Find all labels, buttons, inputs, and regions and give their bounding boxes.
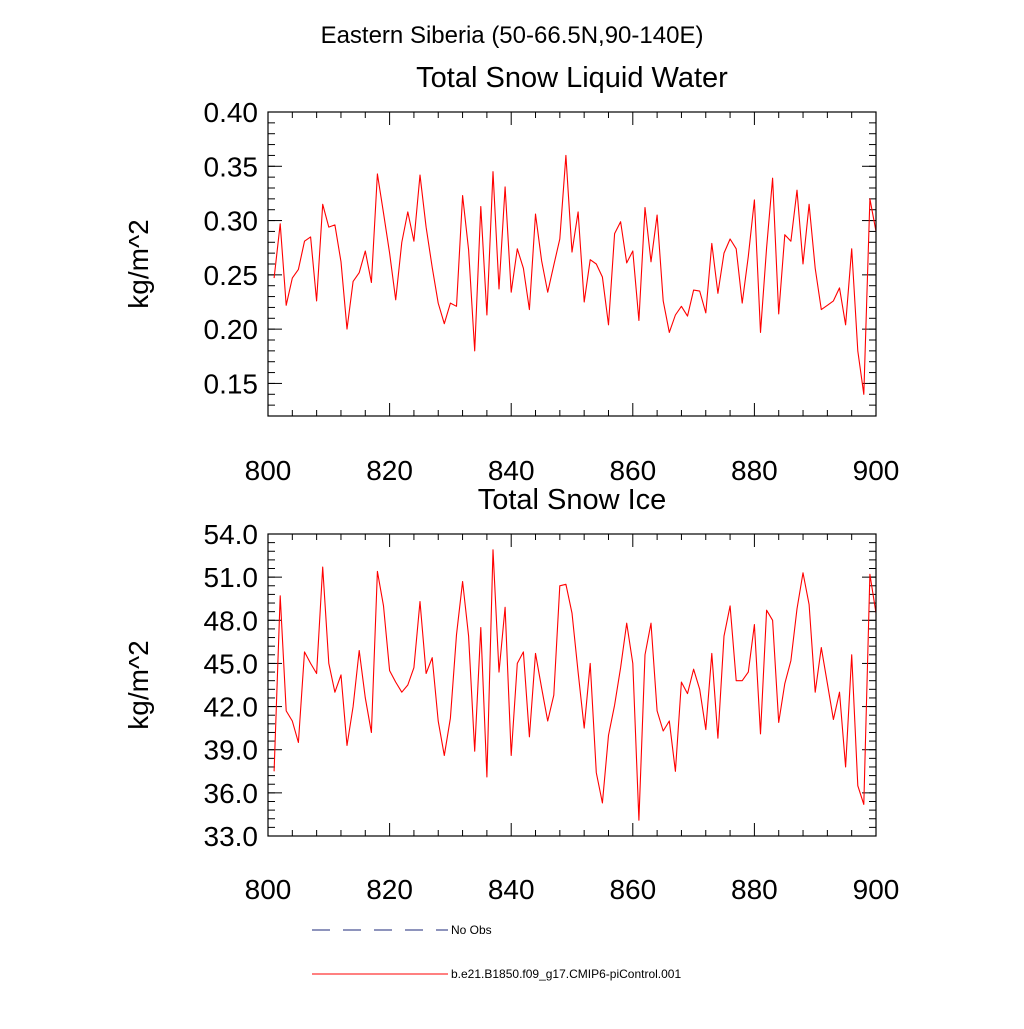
- x-tick-label: 860: [609, 455, 656, 486]
- y-axis-label: kg/m^2: [123, 640, 154, 729]
- x-tick-label: 860: [609, 874, 656, 905]
- y-tick-label: 42.0: [204, 692, 259, 723]
- y-tick-label: 0.40: [204, 97, 259, 128]
- y-tick-label: 54.0: [204, 519, 259, 550]
- series-line: [273, 549, 877, 821]
- chart-title: Total Snow Liquid Water: [416, 62, 728, 94]
- legend-model-label: b.e21.B1850.f09_g17.CMIP6-piControl.001: [451, 967, 681, 981]
- chart-panel-1: Total Snow Liquid Water kg/m^2 800 820 840 86…: [123, 62, 899, 486]
- y-tick-label: 0.15: [204, 368, 259, 399]
- y-axis-label: kg/m^2: [123, 219, 154, 308]
- y-tick-label: 0.25: [204, 260, 259, 291]
- y-tick-label: 0.35: [204, 151, 259, 182]
- series-line: [273, 154, 877, 395]
- y-tick-label: 0.20: [204, 314, 259, 345]
- plot-frame: [267, 111, 877, 417]
- plot-frame: [267, 533, 877, 837]
- x-tick-label: 820: [366, 874, 413, 905]
- x-tick-label: 800: [245, 455, 292, 486]
- y-tick-label: 45.0: [204, 648, 259, 679]
- x-tick-label: 900: [853, 874, 900, 905]
- y-tick-label: 48.0: [204, 605, 259, 636]
- x-tick-label: 880: [731, 455, 778, 486]
- chart-panels: Total Snow Liquid Water kg/m^2 800 820 840 86…: [123, 62, 899, 905]
- y-tick-label: 33.0: [204, 821, 259, 852]
- y-tick-label: 51.0: [204, 562, 259, 593]
- chart-title: Total Snow Ice: [478, 484, 667, 516]
- legend: No Obs b.e21.B1850.f09_g17.CMIP6-piContr…: [312, 923, 681, 981]
- x-tick-label: 900: [853, 455, 900, 486]
- x-tick-label: 880: [731, 874, 778, 905]
- y-tick-label: 36.0: [204, 778, 259, 809]
- x-tick-label: 840: [488, 874, 535, 905]
- y-tick-label: 39.0: [204, 735, 259, 766]
- chart-panel-2: Total Snow Ice kg/m^2 800 820 840 860 880 900 33…: [123, 484, 899, 905]
- x-tick-label: 840: [488, 455, 535, 486]
- legend-no-obs-label: No Obs: [451, 923, 492, 937]
- y-tick-label: 0.30: [204, 206, 259, 237]
- figure-title: Eastern Siberia (50-66.5N,90-140E): [321, 22, 704, 49]
- x-tick-label: 800: [245, 874, 292, 905]
- x-tick-label: 820: [366, 455, 413, 486]
